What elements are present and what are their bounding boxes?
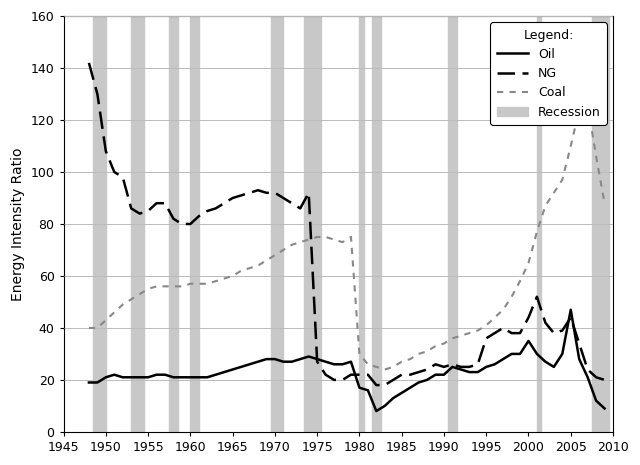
Line: Coal: Coal [89, 105, 605, 370]
Bar [592, 16, 609, 432]
Bar [305, 16, 321, 432]
Legend: Oil, NG, Coal, Recession: Oil, NG, Coal, Recession [490, 22, 607, 125]
Coal [584, 102, 591, 107]
NG [127, 206, 135, 211]
Coal [601, 200, 609, 206]
NG [339, 377, 346, 383]
Bar [190, 16, 199, 432]
Oil [127, 374, 135, 380]
NG [601, 377, 609, 383]
Oil [567, 307, 575, 312]
Coal [381, 367, 388, 372]
Bar [131, 16, 144, 432]
Oil [372, 408, 380, 414]
Bar [271, 16, 284, 432]
Bar [93, 16, 106, 432]
Coal [541, 203, 549, 209]
Coal [85, 325, 93, 331]
Bar [360, 16, 364, 432]
Oil [85, 380, 93, 385]
NG [220, 200, 228, 206]
Oil [406, 385, 414, 391]
Oil [220, 369, 228, 375]
NG [541, 320, 549, 325]
Y-axis label: Energy Intensity Ratio: Energy Intensity Ratio [11, 147, 25, 301]
NG [186, 221, 194, 227]
Coal [127, 297, 135, 302]
NG [85, 60, 93, 66]
Oil [541, 359, 549, 365]
NG [372, 382, 380, 388]
Coal [339, 239, 346, 245]
Coal [220, 276, 228, 281]
Coal [406, 356, 414, 362]
Bar [537, 16, 541, 432]
Oil [601, 405, 609, 411]
NG [406, 372, 414, 378]
Oil [186, 374, 194, 380]
Coal [186, 281, 194, 286]
Line: NG: NG [89, 63, 605, 385]
Oil [339, 361, 346, 367]
Line: Oil: Oil [89, 310, 605, 411]
Bar [372, 16, 381, 432]
Bar [169, 16, 178, 432]
Bar [448, 16, 456, 432]
